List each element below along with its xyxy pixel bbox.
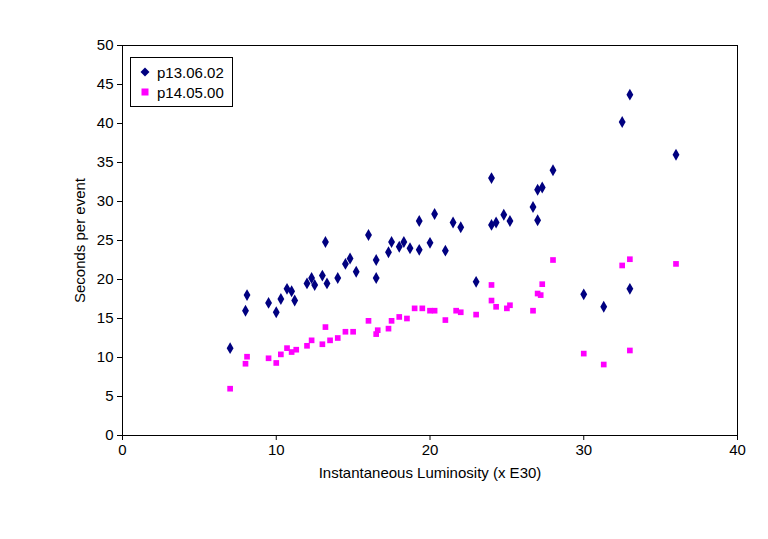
- svg-text:Seconds per event: Seconds per event: [71, 177, 88, 303]
- svg-text:Instantaneous Luminosity (x E3: Instantaneous Luminosity (x E30): [319, 464, 542, 481]
- svg-text:10: 10: [97, 348, 114, 365]
- svg-text:40: 40: [97, 114, 114, 131]
- svg-text:35: 35: [97, 153, 114, 170]
- svg-text:40: 40: [729, 441, 746, 458]
- svg-text:45: 45: [97, 75, 114, 92]
- svg-text:30: 30: [97, 192, 114, 209]
- svg-text:30: 30: [575, 441, 592, 458]
- svg-text:25: 25: [97, 231, 114, 248]
- svg-text:20: 20: [422, 441, 439, 458]
- svg-text:15: 15: [97, 309, 114, 326]
- html-text:p13.06.02: p13.06.02: [157, 63, 224, 81]
- svg-text:0: 0: [118, 441, 126, 458]
- svg-text:50: 50: [97, 36, 114, 53]
- svg-text:20: 20: [97, 270, 114, 287]
- html-text:p14.05.00: p14.05.00: [157, 83, 224, 101]
- svg-text:0: 0: [105, 426, 113, 443]
- svg-text:5: 5: [105, 387, 113, 404]
- svg-text:10: 10: [268, 441, 285, 458]
